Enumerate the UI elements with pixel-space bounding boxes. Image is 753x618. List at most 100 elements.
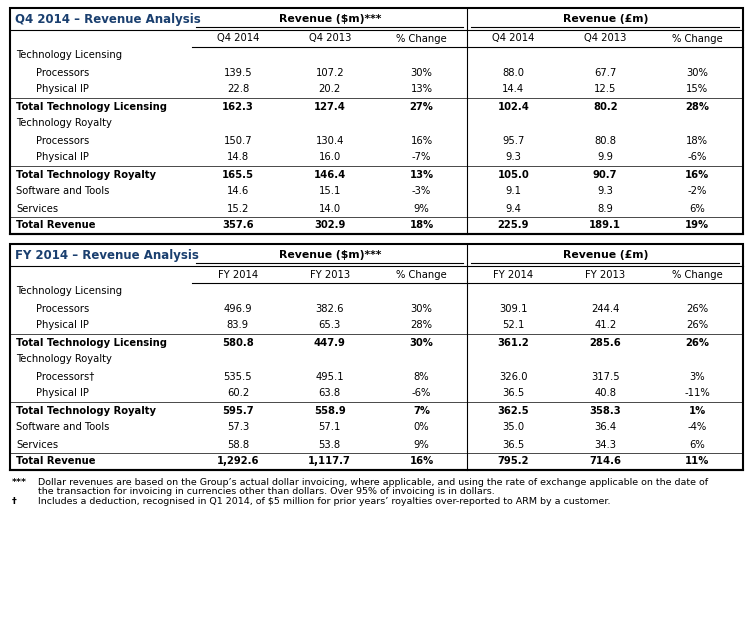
Text: 150.7: 150.7 — [224, 135, 252, 145]
Text: 90.7: 90.7 — [593, 169, 617, 179]
Text: 714.6: 714.6 — [590, 457, 621, 467]
Text: Total Technology Royalty: Total Technology Royalty — [16, 405, 156, 415]
Text: 22.8: 22.8 — [227, 85, 249, 95]
Text: Q4 2014: Q4 2014 — [217, 33, 259, 43]
Text: 65.3: 65.3 — [319, 321, 341, 331]
Text: 535.5: 535.5 — [224, 371, 252, 381]
Text: 8.9: 8.9 — [597, 203, 613, 213]
Text: 139.5: 139.5 — [224, 67, 252, 77]
Text: 15.2: 15.2 — [227, 203, 249, 213]
Text: Physical IP: Physical IP — [36, 85, 89, 95]
Text: -3%: -3% — [412, 187, 431, 197]
Text: Services: Services — [16, 203, 58, 213]
Text: 244.4: 244.4 — [591, 303, 620, 313]
Text: 102.4: 102.4 — [498, 101, 529, 111]
Text: Total Technology Royalty: Total Technology Royalty — [16, 169, 156, 179]
Text: 382.6: 382.6 — [316, 303, 344, 313]
Text: 495.1: 495.1 — [316, 371, 344, 381]
Text: 317.5: 317.5 — [591, 371, 620, 381]
Text: 16%: 16% — [410, 135, 433, 145]
Text: 6%: 6% — [689, 203, 705, 213]
Text: 35.0: 35.0 — [502, 423, 525, 433]
Text: % Change: % Change — [396, 269, 447, 279]
Text: 595.7: 595.7 — [222, 405, 254, 415]
Bar — [10, 8, 743, 234]
Text: Q4 2014: Q4 2014 — [492, 33, 535, 43]
Text: 358.3: 358.3 — [590, 405, 621, 415]
Text: 558.9: 558.9 — [314, 405, 346, 415]
Text: FY 2014 – Revenue Analysis: FY 2014 – Revenue Analysis — [15, 248, 199, 261]
Text: 6%: 6% — [689, 439, 705, 449]
Text: 80.2: 80.2 — [593, 101, 617, 111]
Text: 30%: 30% — [410, 337, 434, 347]
Text: FY 2013: FY 2013 — [585, 269, 625, 279]
Text: 14.0: 14.0 — [319, 203, 341, 213]
Text: 18%: 18% — [686, 135, 708, 145]
Text: 28%: 28% — [410, 321, 432, 331]
Text: Dollar revenues are based on the Group’s actual dollar invoicing, where applicab: Dollar revenues are based on the Group’s… — [38, 478, 708, 487]
Text: 16.0: 16.0 — [319, 153, 341, 163]
Text: 57.3: 57.3 — [227, 423, 249, 433]
Text: 26%: 26% — [686, 303, 708, 313]
Text: Total Revenue: Total Revenue — [16, 457, 96, 467]
Text: 447.9: 447.9 — [314, 337, 346, 347]
Text: 12.5: 12.5 — [594, 85, 617, 95]
Text: 1,117.7: 1,117.7 — [308, 457, 351, 467]
Text: Physical IP: Physical IP — [36, 321, 89, 331]
Text: 63.8: 63.8 — [319, 389, 341, 399]
Text: 14.6: 14.6 — [227, 187, 249, 197]
Text: 30%: 30% — [410, 67, 432, 77]
Text: 16%: 16% — [685, 169, 709, 179]
Text: 95.7: 95.7 — [502, 135, 525, 145]
Text: % Change: % Change — [672, 33, 722, 43]
Text: Processors: Processors — [36, 303, 90, 313]
Text: 580.8: 580.8 — [222, 337, 254, 347]
Text: 19%: 19% — [685, 221, 709, 231]
Bar — [10, 244, 743, 470]
Text: 3%: 3% — [689, 371, 705, 381]
Text: Q4 2014 – Revenue Analysis: Q4 2014 – Revenue Analysis — [15, 12, 201, 25]
Text: Technology Licensing: Technology Licensing — [16, 51, 122, 61]
Text: 14.4: 14.4 — [502, 85, 525, 95]
Text: 28%: 28% — [685, 101, 709, 111]
Text: 9%: 9% — [413, 439, 429, 449]
Text: Software and Tools: Software and Tools — [16, 423, 109, 433]
Text: Total Technology Licensing: Total Technology Licensing — [16, 101, 167, 111]
Text: ***: *** — [12, 478, 27, 487]
Text: 30%: 30% — [410, 303, 432, 313]
Text: 9.3: 9.3 — [597, 187, 613, 197]
Text: % Change: % Change — [672, 269, 722, 279]
Text: 165.5: 165.5 — [222, 169, 254, 179]
Text: 36.4: 36.4 — [594, 423, 616, 433]
Text: 1,292.6: 1,292.6 — [217, 457, 259, 467]
Text: 58.8: 58.8 — [227, 439, 249, 449]
Text: 27%: 27% — [410, 101, 434, 111]
Text: 53.8: 53.8 — [319, 439, 341, 449]
Text: FY 2014: FY 2014 — [218, 269, 258, 279]
Text: 795.2: 795.2 — [498, 457, 529, 467]
Text: 88.0: 88.0 — [502, 67, 524, 77]
Text: 13%: 13% — [410, 169, 434, 179]
Text: 285.6: 285.6 — [590, 337, 621, 347]
Text: -7%: -7% — [412, 153, 431, 163]
Text: 1%: 1% — [688, 405, 706, 415]
Text: 26%: 26% — [685, 337, 709, 347]
Text: 11%: 11% — [685, 457, 709, 467]
Text: 14.8: 14.8 — [227, 153, 249, 163]
Text: 36.5: 36.5 — [502, 439, 525, 449]
Text: -4%: -4% — [687, 423, 707, 433]
Text: 15.1: 15.1 — [319, 187, 341, 197]
Text: 361.2: 361.2 — [498, 337, 529, 347]
Text: Revenue ($m)***: Revenue ($m)*** — [279, 250, 381, 260]
Text: 9.9: 9.9 — [597, 153, 613, 163]
Text: 34.3: 34.3 — [594, 439, 616, 449]
Text: Physical IP: Physical IP — [36, 153, 89, 163]
Text: -11%: -11% — [684, 389, 710, 399]
Text: 146.4: 146.4 — [314, 169, 346, 179]
Text: 60.2: 60.2 — [227, 389, 249, 399]
Text: % Change: % Change — [396, 33, 447, 43]
Text: Revenue (£m): Revenue (£m) — [562, 14, 648, 24]
Text: †: † — [12, 497, 17, 506]
Text: 18%: 18% — [410, 221, 434, 231]
Text: Total Revenue: Total Revenue — [16, 221, 96, 231]
